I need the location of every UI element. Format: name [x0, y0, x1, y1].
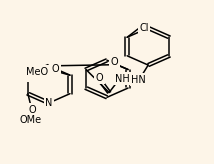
Text: O: O — [96, 73, 103, 83]
Text: O: O — [52, 64, 60, 74]
Text: NH: NH — [116, 74, 130, 84]
Text: HN: HN — [131, 75, 146, 85]
Text: MeO: MeO — [26, 67, 48, 77]
Text: OMe: OMe — [20, 115, 42, 125]
Text: N: N — [24, 70, 32, 80]
Text: N: N — [45, 98, 53, 108]
Text: Cl: Cl — [139, 23, 149, 33]
Text: O: O — [28, 105, 36, 115]
Text: O: O — [111, 57, 119, 67]
